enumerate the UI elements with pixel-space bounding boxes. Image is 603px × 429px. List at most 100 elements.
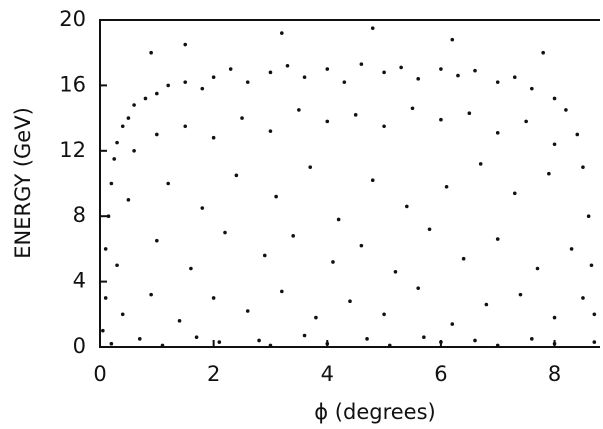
point bbox=[262, 253, 267, 258]
point bbox=[223, 230, 227, 235]
point bbox=[106, 214, 111, 218]
point bbox=[166, 181, 170, 186]
point bbox=[569, 247, 574, 251]
point bbox=[547, 171, 551, 176]
point bbox=[348, 299, 352, 304]
x-tick-label: 6 bbox=[434, 362, 447, 386]
point bbox=[217, 340, 222, 344]
point bbox=[291, 234, 295, 238]
point bbox=[512, 75, 517, 80]
point bbox=[302, 75, 307, 80]
point bbox=[575, 132, 580, 137]
point bbox=[101, 328, 105, 333]
point bbox=[211, 296, 216, 300]
point bbox=[137, 337, 142, 341]
point bbox=[473, 68, 477, 73]
point bbox=[450, 37, 455, 42]
point bbox=[268, 70, 273, 75]
point bbox=[370, 178, 375, 183]
plot-frame bbox=[99, 19, 600, 348]
point bbox=[530, 86, 534, 91]
point bbox=[302, 333, 307, 338]
point bbox=[285, 63, 290, 68]
point bbox=[581, 165, 585, 169]
point bbox=[524, 119, 528, 124]
point bbox=[439, 340, 443, 344]
point bbox=[370, 26, 375, 30]
point bbox=[382, 312, 386, 317]
point bbox=[552, 96, 557, 101]
point bbox=[160, 343, 165, 348]
x-tick-label: 4 bbox=[321, 362, 334, 386]
y-tick-label: 16 bbox=[59, 72, 86, 96]
point bbox=[495, 131, 500, 135]
point bbox=[552, 341, 557, 346]
x-tick-label: 2 bbox=[207, 362, 220, 386]
point bbox=[325, 67, 330, 71]
point bbox=[530, 337, 534, 341]
point bbox=[387, 343, 392, 348]
point bbox=[183, 124, 188, 129]
point bbox=[112, 157, 117, 161]
y-axis-title: ENERGY (GeV) bbox=[11, 107, 35, 259]
point bbox=[308, 165, 313, 169]
point bbox=[399, 65, 403, 70]
point bbox=[143, 96, 148, 101]
point bbox=[535, 266, 540, 271]
y-tick-label: 0 bbox=[73, 334, 86, 358]
point bbox=[245, 309, 250, 313]
point bbox=[564, 108, 568, 112]
x-axis-title: ϕ (degrees) bbox=[314, 400, 435, 424]
point bbox=[342, 80, 347, 84]
point bbox=[512, 191, 517, 196]
point bbox=[240, 116, 244, 120]
point bbox=[155, 91, 159, 96]
point bbox=[177, 319, 182, 323]
point bbox=[228, 67, 233, 71]
point bbox=[132, 103, 136, 107]
point bbox=[592, 340, 597, 344]
point bbox=[149, 292, 153, 297]
point bbox=[427, 227, 432, 232]
x-tick-label: 8 bbox=[548, 362, 561, 386]
point bbox=[155, 238, 159, 243]
point bbox=[120, 124, 125, 129]
point bbox=[541, 50, 545, 55]
point bbox=[405, 204, 409, 209]
point bbox=[120, 312, 125, 317]
point bbox=[103, 247, 108, 251]
point bbox=[109, 181, 114, 186]
point bbox=[552, 315, 557, 320]
point bbox=[467, 111, 472, 115]
point bbox=[211, 75, 216, 80]
point bbox=[280, 31, 284, 35]
point bbox=[359, 62, 364, 66]
point bbox=[495, 237, 500, 241]
point bbox=[194, 335, 199, 339]
y-tick-label: 20 bbox=[59, 7, 86, 31]
point bbox=[495, 343, 500, 348]
point bbox=[331, 260, 335, 264]
point bbox=[439, 117, 443, 122]
point bbox=[149, 50, 153, 55]
point bbox=[109, 341, 114, 346]
point bbox=[473, 338, 477, 343]
point bbox=[268, 129, 273, 133]
point bbox=[592, 312, 597, 317]
point bbox=[589, 263, 594, 268]
point bbox=[183, 80, 188, 84]
point bbox=[552, 142, 557, 147]
y-tick-label: 12 bbox=[59, 138, 86, 162]
point bbox=[359, 243, 364, 248]
point bbox=[211, 135, 216, 140]
point bbox=[444, 184, 449, 189]
point bbox=[126, 198, 131, 202]
point bbox=[450, 322, 455, 326]
point bbox=[126, 116, 131, 120]
point bbox=[257, 338, 261, 343]
point bbox=[336, 217, 341, 222]
point bbox=[200, 86, 205, 91]
point bbox=[416, 286, 420, 290]
point bbox=[234, 173, 239, 178]
